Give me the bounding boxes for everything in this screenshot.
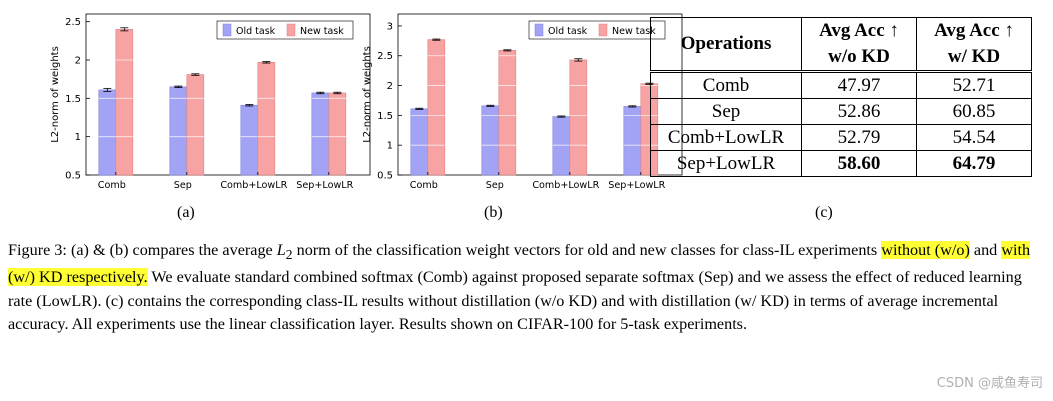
y-tick-label: 0.5 — [377, 171, 393, 182]
sublabel-b: (b) — [484, 204, 503, 221]
y-tick-label: 1 — [387, 141, 393, 152]
cell-w: 52.71 — [916, 70, 1032, 99]
bar-old — [169, 86, 188, 176]
legend-label: New task — [612, 26, 656, 37]
y-tick-label: 2.5 — [377, 51, 393, 62]
legend-swatch — [286, 23, 296, 37]
cell-wo: 52.86 — [801, 98, 917, 125]
plot-frame — [85, 13, 371, 176]
legend-label: New task — [300, 26, 344, 37]
legend-swatch — [598, 23, 608, 37]
cell-wo: 58.60 — [801, 150, 917, 177]
legend-box — [216, 20, 354, 40]
bar-old — [311, 92, 330, 176]
cell-op: Sep — [650, 98, 802, 125]
x-tick-label: Sep+LowLR — [608, 180, 665, 191]
y-tick-label: 1.5 — [65, 94, 81, 105]
x-tick-label: Comb+LowLR — [220, 180, 287, 191]
cell-op: Comb — [650, 70, 802, 99]
figure-caption: Figure 3: (a) & (b) compares the average… — [8, 239, 1038, 336]
header-w-line1: Avg Acc ↑ — [934, 20, 1014, 41]
results-table: Operations Avg Acc ↑ w/o KD Avg Acc ↑ w/… — [650, 17, 1032, 177]
legend-swatch — [222, 23, 232, 37]
caption-math: L — [276, 241, 286, 259]
legend-label: Old task — [548, 26, 588, 37]
bar-new — [257, 61, 276, 176]
caption-part-4: We evaluate standard combined softmax (C… — [8, 268, 1022, 333]
bar-old — [552, 116, 571, 176]
legend: Old task New task — [216, 20, 354, 40]
x-tick-label: Sep+LowLR — [296, 180, 353, 191]
header-wo-line2: w/o KD — [828, 46, 890, 67]
y-tick-label: 2 — [387, 81, 393, 92]
table-header-row: Operations Avg Acc ↑ w/o KD Avg Acc ↑ w/… — [650, 17, 1032, 72]
bar-new — [328, 92, 347, 176]
caption-part-2: norm of the classification weight vector… — [292, 241, 882, 259]
header-operations: Operations — [650, 17, 802, 72]
header-w-line2: w/ KD — [947, 46, 1001, 67]
table-row: Sep+LowLR 58.60 64.79 — [650, 150, 1032, 177]
sublabel-c: (c) — [815, 204, 833, 221]
caption-part-3: and — [969, 241, 1002, 259]
x-tick-label: Comb — [410, 180, 438, 191]
sublabel-a: (a) — [177, 204, 195, 221]
bar-new — [427, 39, 446, 176]
y-axis-label: L2-norm of weights — [50, 46, 61, 143]
legend-label: Old task — [236, 26, 276, 37]
header-avg-acc-w-kd: Avg Acc ↑ w/ KD — [916, 17, 1032, 72]
cell-w: 54.54 — [916, 124, 1032, 151]
bar-new — [186, 74, 205, 176]
bar-chart-b: 0.5 1 1.5 2 2.5 3 L2-norm of weights Comb Sep Com… — [362, 13, 683, 191]
y-tick-label: 3 — [387, 21, 393, 32]
cell-op: Sep+LowLR — [650, 150, 802, 177]
bar-new — [115, 29, 134, 176]
bar-old — [98, 89, 117, 176]
cell-wo: 52.79 — [801, 124, 917, 151]
y-tick-label: 2 — [75, 56, 81, 67]
cell-w: 64.79 — [916, 150, 1032, 177]
table-row: Comb+LowLR 52.79 54.54 — [650, 124, 1032, 151]
bar-old — [410, 108, 429, 176]
bar-old — [623, 106, 642, 176]
caption-highlight-wo: without (w/o) — [881, 241, 970, 259]
y-tick-label: 2.5 — [65, 17, 81, 28]
y-tick-label: 0.5 — [65, 171, 81, 182]
bar-old — [481, 105, 500, 176]
header-avg-acc-wo-kd: Avg Acc ↑ w/o KD — [801, 17, 917, 72]
y-axis-label: L2-norm of weights — [362, 46, 373, 143]
watermark: CSDN @咸鱼寿司 — [936, 376, 1043, 391]
bar-chart-a: 0.5 1 1.5 2 2.5 L2-norm of weights Comb Sep Comb… — [50, 13, 371, 191]
x-tick-label: Comb+LowLR — [532, 180, 599, 191]
x-tick-label: Sep — [486, 180, 504, 191]
header-wo-line1: Avg Acc ↑ — [819, 20, 899, 41]
caption-math-sub: 2 — [285, 247, 293, 263]
y-tick-label: 1.5 — [377, 111, 393, 122]
cell-w: 60.85 — [916, 98, 1032, 125]
bar-old — [240, 104, 259, 176]
bar-new — [569, 59, 588, 176]
cell-wo: 47.97 — [801, 70, 917, 99]
x-tick-label: Sep — [174, 180, 192, 191]
table-row: Sep 52.86 60.85 — [650, 98, 1032, 125]
y-tick-label: 1 — [75, 132, 81, 143]
cell-op: Comb+LowLR — [650, 124, 802, 151]
x-tick-label: Comb — [98, 180, 126, 191]
caption-part-1: Figure 3: (a) & (b) compares the average — [8, 241, 277, 259]
table-row: Comb 47.97 52.71 — [650, 70, 1032, 99]
bar-new — [498, 50, 517, 176]
legend-swatch — [534, 23, 544, 37]
legend: Old task New task — [528, 20, 666, 40]
